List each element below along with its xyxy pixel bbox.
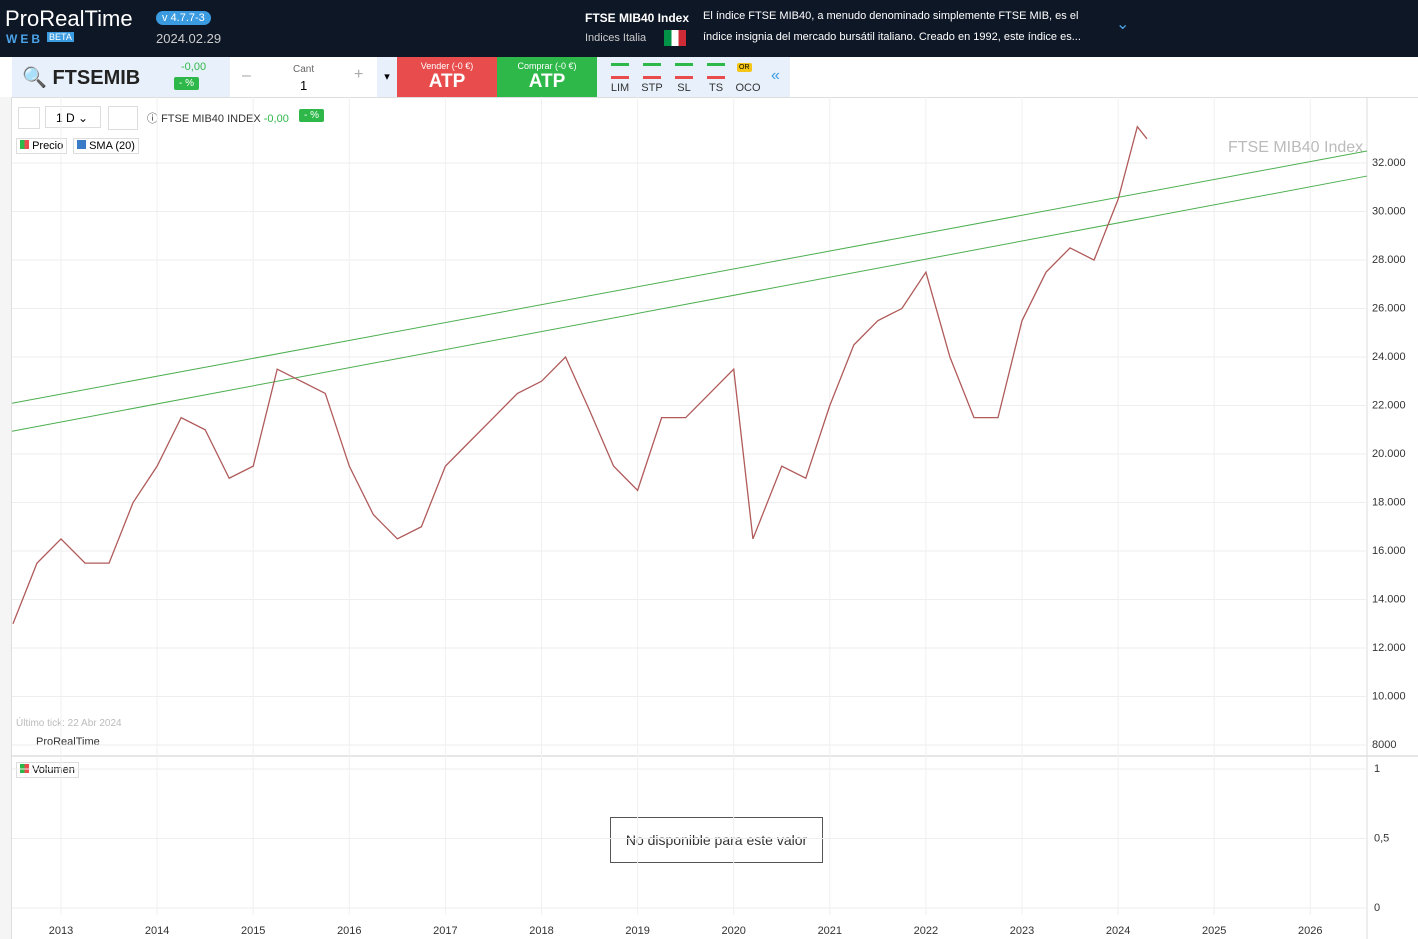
watermark: FTSE MIB40 Index <box>1228 139 1364 156</box>
price-line <box>12 125 1148 624</box>
y-tick-label: 22.000 <box>1372 399 1406 411</box>
legend-price[interactable]: Precio <box>16 138 68 154</box>
volume-tick-label: 1 <box>1374 763 1380 775</box>
x-tick-label: 2025 <box>1202 925 1226 937</box>
change: -0,00 <box>181 61 207 73</box>
version: v 4.7.7-3 <box>156 11 211 25</box>
x-tick-label: 2015 <box>241 925 265 937</box>
x-tick-label: 2016 <box>337 925 361 937</box>
sell-button[interactable]: Vender (-0 €) ATP <box>397 57 497 97</box>
sell-label: Vender (-0 €) <box>420 61 474 71</box>
last-tick: Último tick: 22 Abr 2024 <box>16 718 122 729</box>
order-type[interactable]: LIM <box>610 82 630 94</box>
expand[interactable]: ⌄ <box>1116 16 1130 33</box>
trendline <box>11 150 1368 404</box>
flag <box>664 30 686 46</box>
qty-dropdown[interactable]: ▾ <box>377 57 397 97</box>
minus[interactable]: – <box>242 67 251 84</box>
chart-name-text: FTSE MIB40 INDEX <box>161 113 261 125</box>
trendline <box>11 175 1368 432</box>
order-icon <box>707 63 725 79</box>
top-bar: ProRealTime WEB BETA v 4.7.7-3 2024.02.2… <box>0 0 1418 57</box>
x-tick-label: 2021 <box>818 925 842 937</box>
x-tick-label: 2023 <box>1010 925 1034 937</box>
qty-label: Cant <box>293 64 315 75</box>
order-types <box>597 57 790 97</box>
y-tick-label: 20.000 <box>1372 448 1406 460</box>
change-pct: - % <box>174 77 199 90</box>
chart-change-pct: - % <box>299 109 324 122</box>
y-tick-label: 16.000 <box>1372 545 1406 557</box>
chart-change: -0,00 <box>263 113 289 125</box>
instrument: FTSE MIB40 Index <box>585 11 690 25</box>
order-type[interactable]: OCO <box>735 82 761 94</box>
order-icon <box>675 63 693 79</box>
order-type[interactable]: STP <box>641 82 663 94</box>
order-type[interactable]: TS <box>708 82 724 94</box>
buy-button[interactable]: Comprar (-0 €) ATP <box>497 57 597 97</box>
y-tick-label: 14.000 <box>1372 593 1406 605</box>
no-data-box: No disponible para este valor <box>610 817 823 863</box>
x-tick-label: 2024 <box>1106 925 1130 937</box>
date: 2024.02.29 <box>156 31 222 46</box>
x-tick-label: 2026 <box>1298 925 1322 937</box>
logo: ProRealTime <box>5 6 133 31</box>
x-tick-label: 2022 <box>914 925 938 937</box>
x-tick-label: 2014 <box>145 925 169 937</box>
y-tick-label: 8000 <box>1372 739 1396 751</box>
legend-sma-text: SMA (20) <box>89 140 135 152</box>
legend-price-text: Precio <box>32 140 64 152</box>
symbol[interactable]: 🔍 FTSEMIB <box>22 67 141 89</box>
description-1: El índice FTSE MIB40, a menudo denominad… <box>703 10 1079 22</box>
y-tick-label: 12.000 <box>1372 642 1406 654</box>
plus[interactable]: + <box>354 66 364 83</box>
order-type[interactable]: SL <box>677 82 691 94</box>
volume-tick-label: 0 <box>1374 902 1380 914</box>
oco-badge: OR <box>737 63 752 72</box>
market: Indices Italia <box>585 32 647 44</box>
y-tick-label: 30.000 <box>1372 205 1406 217</box>
symbol-text: FTSEMIB <box>52 67 141 89</box>
link-btn[interactable] <box>18 107 40 129</box>
order-icon <box>611 63 629 79</box>
y-tick-label: 28.000 <box>1372 254 1406 266</box>
order-toolbar: 🔍 FTSEMIB -0,00 - % – Cant 1 + ▾ Vender … <box>0 57 1418 98</box>
x-tick-label: 2017 <box>433 925 457 937</box>
beta: BETA <box>47 32 74 42</box>
logo-sub: WEB <box>6 32 43 46</box>
qty[interactable]: 1 <box>300 78 308 93</box>
order-icon <box>643 63 661 79</box>
legend-sma[interactable]: SMA (20) <box>73 138 139 154</box>
buy-price: ATP <box>528 71 566 92</box>
sell-price: ATP <box>428 71 466 92</box>
x-tick-label: 2013 <box>49 925 73 937</box>
y-tick-label: 32.000 <box>1372 157 1406 169</box>
y-tick-label: 18.000 <box>1372 496 1406 508</box>
side-rail <box>0 97 12 939</box>
collapse[interactable]: « <box>771 67 780 84</box>
buy-label: Comprar (-0 €) <box>517 61 577 71</box>
x-tick-label: 2020 <box>721 925 745 937</box>
chart-name: ⓘ FTSE MIB40 INDEX -0,00 <box>147 113 289 125</box>
legend-volume-text: Volumen <box>32 764 75 776</box>
volume-tick-label: 0,5 <box>1374 832 1389 844</box>
x-tick-label: 2018 <box>529 925 553 937</box>
description-2: índice insignia del mercado bursátil ita… <box>703 31 1081 43</box>
y-tick-label: 10.000 <box>1372 690 1406 702</box>
y-tick-label: 26.000 <box>1372 302 1406 314</box>
y-tick-label: 24.000 <box>1372 351 1406 363</box>
x-tick-label: 2019 <box>625 925 649 937</box>
indicator-btn[interactable] <box>108 106 138 130</box>
chart: 32.000 30.000 28.000 26.000 24.000 22.000 20.0… <box>11 97 1418 939</box>
